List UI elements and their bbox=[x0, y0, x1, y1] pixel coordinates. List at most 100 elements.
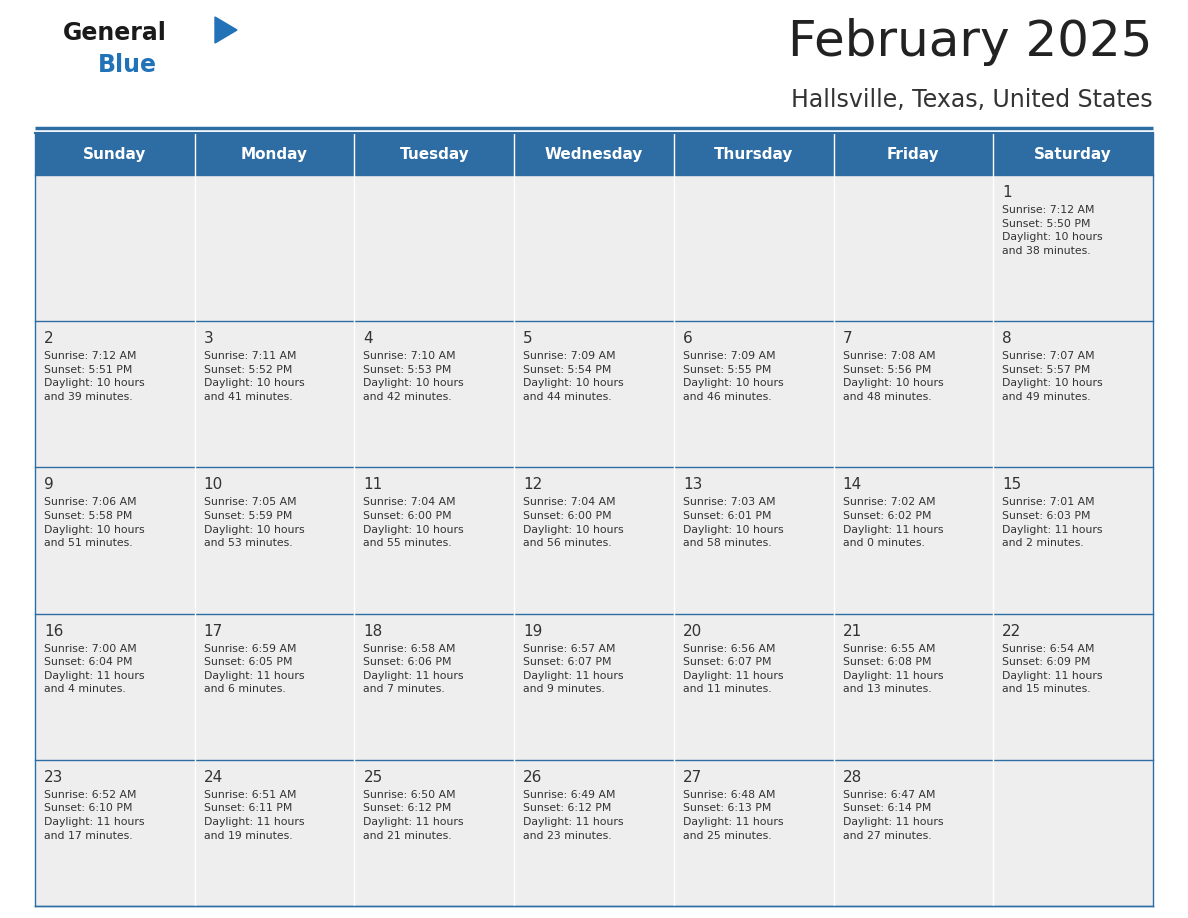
Polygon shape bbox=[215, 17, 236, 43]
Text: Friday: Friday bbox=[887, 147, 940, 162]
Text: Sunrise: 7:01 AM
Sunset: 6:03 PM
Daylight: 11 hours
and 2 minutes.: Sunrise: 7:01 AM Sunset: 6:03 PM Dayligh… bbox=[1003, 498, 1102, 548]
Text: Monday: Monday bbox=[241, 147, 308, 162]
Bar bbox=[195, 175, 354, 321]
Text: Sunrise: 7:12 AM
Sunset: 5:51 PM
Daylight: 10 hours
and 39 minutes.: Sunrise: 7:12 AM Sunset: 5:51 PM Dayligh… bbox=[44, 352, 145, 402]
Text: Sunrise: 7:05 AM
Sunset: 5:59 PM
Daylight: 10 hours
and 53 minutes.: Sunrise: 7:05 AM Sunset: 5:59 PM Dayligh… bbox=[203, 498, 304, 548]
Text: Sunrise: 7:08 AM
Sunset: 5:56 PM
Daylight: 10 hours
and 48 minutes.: Sunrise: 7:08 AM Sunset: 5:56 PM Dayligh… bbox=[842, 352, 943, 402]
Bar bbox=[354, 467, 514, 613]
Bar bbox=[34, 613, 195, 760]
Bar bbox=[993, 175, 1154, 321]
Text: 16: 16 bbox=[44, 623, 63, 639]
Text: Blue: Blue bbox=[97, 53, 157, 77]
Bar bbox=[993, 467, 1154, 613]
Bar bbox=[514, 613, 674, 760]
Text: Sunrise: 7:12 AM
Sunset: 5:50 PM
Daylight: 10 hours
and 38 minutes.: Sunrise: 7:12 AM Sunset: 5:50 PM Dayligh… bbox=[1003, 205, 1102, 256]
Text: 13: 13 bbox=[683, 477, 702, 492]
Text: Saturday: Saturday bbox=[1035, 147, 1112, 162]
Text: Sunrise: 6:57 AM
Sunset: 6:07 PM
Daylight: 11 hours
and 9 minutes.: Sunrise: 6:57 AM Sunset: 6:07 PM Dayligh… bbox=[523, 644, 624, 694]
Bar bbox=[354, 175, 514, 321]
Text: Sunrise: 7:06 AM
Sunset: 5:58 PM
Daylight: 10 hours
and 51 minutes.: Sunrise: 7:06 AM Sunset: 5:58 PM Dayligh… bbox=[44, 498, 145, 548]
Bar bbox=[674, 613, 834, 760]
Bar bbox=[674, 467, 834, 613]
Bar bbox=[34, 133, 1154, 175]
Text: Hallsville, Texas, United States: Hallsville, Texas, United States bbox=[791, 88, 1154, 112]
Text: Sunrise: 7:04 AM
Sunset: 6:00 PM
Daylight: 10 hours
and 56 minutes.: Sunrise: 7:04 AM Sunset: 6:00 PM Dayligh… bbox=[523, 498, 624, 548]
Text: 3: 3 bbox=[203, 331, 214, 346]
Bar bbox=[195, 321, 354, 467]
Text: 12: 12 bbox=[523, 477, 543, 492]
Bar bbox=[34, 321, 195, 467]
Text: Sunrise: 6:49 AM
Sunset: 6:12 PM
Daylight: 11 hours
and 23 minutes.: Sunrise: 6:49 AM Sunset: 6:12 PM Dayligh… bbox=[523, 789, 624, 841]
Bar bbox=[354, 613, 514, 760]
Text: General: General bbox=[63, 21, 166, 45]
Text: 24: 24 bbox=[203, 770, 223, 785]
Text: 6: 6 bbox=[683, 331, 693, 346]
Bar bbox=[34, 760, 195, 906]
Bar bbox=[514, 175, 674, 321]
Bar bbox=[354, 321, 514, 467]
Bar bbox=[514, 467, 674, 613]
Text: 20: 20 bbox=[683, 623, 702, 639]
Bar bbox=[834, 760, 993, 906]
Bar bbox=[195, 613, 354, 760]
Text: Sunrise: 6:55 AM
Sunset: 6:08 PM
Daylight: 11 hours
and 13 minutes.: Sunrise: 6:55 AM Sunset: 6:08 PM Dayligh… bbox=[842, 644, 943, 694]
Text: Sunrise: 6:51 AM
Sunset: 6:11 PM
Daylight: 11 hours
and 19 minutes.: Sunrise: 6:51 AM Sunset: 6:11 PM Dayligh… bbox=[203, 789, 304, 841]
Text: 18: 18 bbox=[364, 623, 383, 639]
Text: Sunrise: 6:52 AM
Sunset: 6:10 PM
Daylight: 11 hours
and 17 minutes.: Sunrise: 6:52 AM Sunset: 6:10 PM Dayligh… bbox=[44, 789, 145, 841]
Bar bbox=[674, 175, 834, 321]
Text: Sunrise: 6:47 AM
Sunset: 6:14 PM
Daylight: 11 hours
and 27 minutes.: Sunrise: 6:47 AM Sunset: 6:14 PM Dayligh… bbox=[842, 789, 943, 841]
Bar bbox=[674, 760, 834, 906]
Text: Sunrise: 7:09 AM
Sunset: 5:55 PM
Daylight: 10 hours
and 46 minutes.: Sunrise: 7:09 AM Sunset: 5:55 PM Dayligh… bbox=[683, 352, 783, 402]
Text: February 2025: February 2025 bbox=[789, 18, 1154, 66]
Bar bbox=[993, 321, 1154, 467]
Text: Sunrise: 6:50 AM
Sunset: 6:12 PM
Daylight: 11 hours
and 21 minutes.: Sunrise: 6:50 AM Sunset: 6:12 PM Dayligh… bbox=[364, 789, 465, 841]
Text: 10: 10 bbox=[203, 477, 223, 492]
Text: Sunrise: 7:10 AM
Sunset: 5:53 PM
Daylight: 10 hours
and 42 minutes.: Sunrise: 7:10 AM Sunset: 5:53 PM Dayligh… bbox=[364, 352, 465, 402]
Text: 14: 14 bbox=[842, 477, 861, 492]
Text: 21: 21 bbox=[842, 623, 861, 639]
Bar bbox=[34, 175, 195, 321]
Text: Sunrise: 7:09 AM
Sunset: 5:54 PM
Daylight: 10 hours
and 44 minutes.: Sunrise: 7:09 AM Sunset: 5:54 PM Dayligh… bbox=[523, 352, 624, 402]
Bar bbox=[195, 760, 354, 906]
Bar bbox=[514, 760, 674, 906]
Text: 17: 17 bbox=[203, 623, 223, 639]
Text: 1: 1 bbox=[1003, 185, 1012, 200]
Bar bbox=[195, 467, 354, 613]
Text: Tuesday: Tuesday bbox=[399, 147, 469, 162]
Text: 25: 25 bbox=[364, 770, 383, 785]
Text: Sunrise: 6:58 AM
Sunset: 6:06 PM
Daylight: 11 hours
and 7 minutes.: Sunrise: 6:58 AM Sunset: 6:06 PM Dayligh… bbox=[364, 644, 465, 694]
Text: Sunrise: 7:04 AM
Sunset: 6:00 PM
Daylight: 10 hours
and 55 minutes.: Sunrise: 7:04 AM Sunset: 6:00 PM Dayligh… bbox=[364, 498, 465, 548]
Text: 27: 27 bbox=[683, 770, 702, 785]
Bar bbox=[834, 467, 993, 613]
Text: Sunday: Sunday bbox=[83, 147, 146, 162]
Text: Sunrise: 6:59 AM
Sunset: 6:05 PM
Daylight: 11 hours
and 6 minutes.: Sunrise: 6:59 AM Sunset: 6:05 PM Dayligh… bbox=[203, 644, 304, 694]
Text: 4: 4 bbox=[364, 331, 373, 346]
Text: 26: 26 bbox=[523, 770, 543, 785]
Text: Sunrise: 6:54 AM
Sunset: 6:09 PM
Daylight: 11 hours
and 15 minutes.: Sunrise: 6:54 AM Sunset: 6:09 PM Dayligh… bbox=[1003, 644, 1102, 694]
Bar bbox=[834, 321, 993, 467]
Bar bbox=[354, 760, 514, 906]
Bar bbox=[834, 175, 993, 321]
Text: 15: 15 bbox=[1003, 477, 1022, 492]
Text: 7: 7 bbox=[842, 331, 852, 346]
Text: 28: 28 bbox=[842, 770, 861, 785]
Text: Wednesday: Wednesday bbox=[545, 147, 643, 162]
Text: 22: 22 bbox=[1003, 623, 1022, 639]
Bar bbox=[993, 613, 1154, 760]
Bar bbox=[34, 467, 195, 613]
Text: 5: 5 bbox=[523, 331, 532, 346]
Text: 19: 19 bbox=[523, 623, 543, 639]
Text: Sunrise: 6:48 AM
Sunset: 6:13 PM
Daylight: 11 hours
and 25 minutes.: Sunrise: 6:48 AM Sunset: 6:13 PM Dayligh… bbox=[683, 789, 783, 841]
Text: Sunrise: 7:03 AM
Sunset: 6:01 PM
Daylight: 10 hours
and 58 minutes.: Sunrise: 7:03 AM Sunset: 6:01 PM Dayligh… bbox=[683, 498, 783, 548]
Text: Thursday: Thursday bbox=[714, 147, 794, 162]
Text: Sunrise: 7:00 AM
Sunset: 6:04 PM
Daylight: 11 hours
and 4 minutes.: Sunrise: 7:00 AM Sunset: 6:04 PM Dayligh… bbox=[44, 644, 145, 694]
Text: 9: 9 bbox=[44, 477, 53, 492]
Bar bbox=[993, 760, 1154, 906]
Text: 11: 11 bbox=[364, 477, 383, 492]
Bar bbox=[514, 321, 674, 467]
Text: 8: 8 bbox=[1003, 331, 1012, 346]
Text: Sunrise: 7:02 AM
Sunset: 6:02 PM
Daylight: 11 hours
and 0 minutes.: Sunrise: 7:02 AM Sunset: 6:02 PM Dayligh… bbox=[842, 498, 943, 548]
Bar bbox=[674, 321, 834, 467]
Bar bbox=[834, 613, 993, 760]
Text: 2: 2 bbox=[44, 331, 53, 346]
